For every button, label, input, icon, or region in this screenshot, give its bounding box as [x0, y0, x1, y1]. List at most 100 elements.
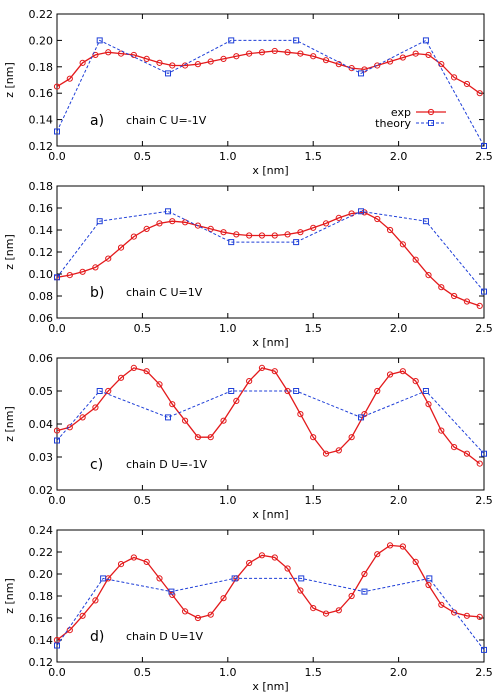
data-point-theory — [358, 208, 365, 215]
data-point-theory — [96, 388, 103, 394]
y-tick-label: 0.18 — [29, 180, 54, 193]
data-point-theory — [165, 70, 172, 77]
data-point-exp — [246, 559, 253, 567]
data-point-exp — [451, 74, 458, 81]
data-point-theory — [481, 288, 487, 295]
data-point-theory — [228, 239, 235, 246]
data-point-theory — [293, 37, 300, 44]
data-point-theory — [96, 218, 103, 225]
data-point-exp — [220, 595, 227, 602]
data-point-exp — [246, 50, 253, 57]
data-point-exp — [399, 241, 406, 248]
y-tick-label: 0.18 — [29, 590, 54, 603]
x-tick-label: 0.5 — [134, 150, 152, 163]
data-point-exp — [310, 53, 317, 60]
data-point-exp — [335, 214, 342, 221]
data-point-exp — [169, 218, 176, 225]
data-point-theory — [358, 414, 365, 421]
data-point-exp — [463, 450, 471, 457]
data-point-exp — [451, 444, 458, 451]
data-point-exp — [105, 387, 112, 395]
data-point-exp — [335, 607, 342, 614]
plot-frame — [56, 13, 485, 147]
x-axis-label: x [nm] — [252, 164, 288, 177]
data-point-exp — [105, 255, 112, 262]
data-point-exp — [79, 612, 86, 619]
data-point-exp — [117, 244, 125, 251]
data-point-exp — [271, 232, 278, 239]
data-point-exp — [233, 231, 240, 238]
y-tick-label: 0.14 — [29, 634, 54, 647]
data-point-exp — [92, 597, 99, 604]
series-line-exp — [56, 544, 480, 641]
panel-label: c) — [90, 457, 103, 473]
x-tick-label: 2.0 — [390, 666, 408, 679]
data-point-theory — [54, 642, 60, 649]
x-tick-label: 0.0 — [48, 494, 66, 507]
series-line-theory — [56, 390, 485, 455]
x-tick-label: 1.0 — [219, 150, 237, 163]
data-point-exp — [335, 447, 342, 454]
data-point-exp — [271, 554, 278, 561]
data-point-exp — [53, 427, 61, 434]
x-axis-label: x [nm] — [252, 680, 288, 693]
x-tick-label: 2.0 — [390, 494, 408, 507]
data-point-exp — [399, 54, 406, 61]
chart-panel-3: 0.0 0.5 1.0 1.5 2.0 2.5 0.02 0.03 0.04 0.05 0.06 x … — [3, 352, 493, 521]
series-line-theory — [56, 577, 485, 651]
data-point-exp — [143, 368, 150, 375]
data-point-exp — [412, 50, 419, 57]
data-point-theory — [293, 239, 300, 246]
y-tick-label: 0.12 — [29, 246, 54, 259]
panel-annotation: chain D U=1V — [126, 630, 204, 643]
data-point-exp — [451, 609, 458, 616]
data-point-exp — [297, 50, 304, 57]
data-point-exp — [399, 543, 406, 550]
data-point-exp — [143, 55, 150, 62]
panel-label: a) — [90, 113, 104, 129]
panel-annotation: chain D U=-1V — [126, 458, 207, 471]
data-point-exp — [335, 61, 342, 68]
data-point-exp — [258, 232, 266, 239]
x-tick-label: 0.0 — [48, 666, 66, 679]
data-point-exp — [322, 450, 330, 457]
panel-label: b) — [90, 285, 104, 301]
data-point-exp — [130, 233, 137, 240]
data-point-theory — [426, 575, 433, 582]
data-point-theory — [358, 70, 365, 77]
x-tick-label: 0.5 — [134, 322, 152, 335]
y-tick-label: 0.22 — [29, 546, 54, 559]
data-point-exp — [156, 575, 163, 582]
data-point-theory — [54, 437, 60, 444]
data-point-exp — [297, 229, 304, 236]
x-tick-label: 2.0 — [390, 150, 408, 163]
data-point-exp — [386, 226, 394, 234]
data-point-theory — [481, 646, 487, 653]
data-point-theory — [231, 575, 238, 582]
data-point-exp — [412, 256, 419, 263]
y-axis-label: z [nm] — [3, 62, 16, 98]
x-axis-label: x [nm] — [252, 508, 288, 521]
data-point-exp — [182, 219, 189, 226]
data-point-exp — [476, 613, 483, 621]
data-point-exp — [130, 554, 137, 561]
data-point-exp — [476, 90, 483, 97]
data-point-exp — [438, 601, 445, 608]
data-point-exp — [271, 368, 278, 375]
data-point-theory — [96, 37, 103, 44]
data-point-exp — [322, 57, 330, 64]
data-point-exp — [92, 264, 99, 271]
data-point-exp — [79, 59, 86, 66]
data-point-exp — [220, 229, 227, 236]
x-tick-label: 0.0 — [48, 322, 66, 335]
data-point-exp — [233, 53, 240, 60]
data-point-exp — [361, 66, 368, 73]
data-point-exp — [182, 417, 189, 424]
data-point-exp — [194, 222, 202, 229]
y-axis-label: z [nm] — [3, 406, 16, 442]
y-tick-label: 0.16 — [29, 202, 54, 215]
data-point-theory — [481, 450, 487, 457]
data-point-exp — [207, 434, 214, 441]
data-point-exp — [233, 397, 240, 404]
